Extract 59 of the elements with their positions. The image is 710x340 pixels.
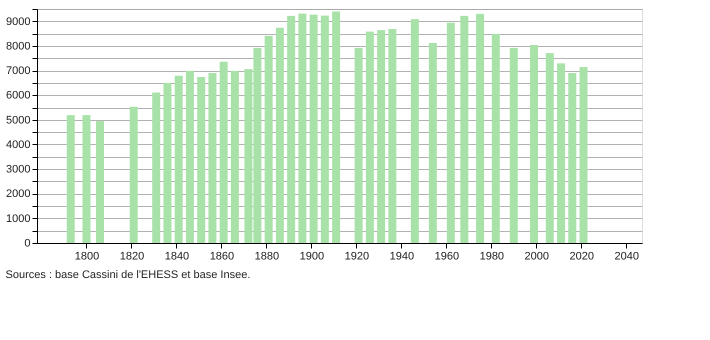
source-note: Sources : base Cassini de l'EHESS et base Insee. (6, 269, 250, 281)
bar (208, 73, 216, 243)
bar (230, 70, 239, 243)
x-tick-label: 2040 (614, 250, 639, 262)
bar (388, 28, 396, 243)
bar (66, 115, 75, 243)
bar (428, 42, 437, 243)
bar (310, 14, 318, 243)
bar (186, 70, 194, 243)
bar (410, 19, 419, 243)
bar (492, 34, 500, 243)
bar (96, 121, 104, 243)
x-tick-label: 1980 (480, 250, 504, 262)
bar (163, 82, 172, 243)
y-tick-label: 9000 (6, 16, 30, 28)
bar (377, 30, 386, 243)
y-tick-label: 4000 (6, 138, 30, 151)
bar (557, 63, 566, 243)
bar (366, 32, 374, 243)
bar (320, 16, 329, 243)
bar (287, 16, 296, 243)
bar (220, 62, 228, 243)
y-tick-label: 0 (24, 238, 30, 250)
x-tick-label: 1820 (120, 250, 144, 262)
y-tick-label: 3000 (6, 164, 30, 176)
x-tick-label: 1880 (254, 250, 280, 262)
bar (510, 48, 518, 243)
x-tick-label: 1940 (390, 250, 414, 262)
bar (354, 48, 363, 243)
bar (130, 106, 138, 243)
bar (332, 11, 340, 243)
bar (580, 67, 588, 243)
x-tick-label: 1960 (434, 250, 460, 262)
y-tick-label: 8000 (6, 40, 30, 52)
bar (174, 76, 183, 243)
bar (476, 14, 484, 243)
x-tick-label: 1800 (74, 250, 100, 262)
x-tick-label: 1840 (164, 250, 190, 262)
bar (568, 73, 576, 243)
bar (152, 92, 160, 243)
y-tick-label: 2000 (6, 188, 30, 200)
bar (446, 22, 455, 243)
bar (264, 36, 273, 243)
bar (276, 28, 284, 243)
bar (530, 44, 538, 243)
bar (460, 16, 468, 243)
y-tick-label: 7000 (6, 65, 30, 78)
x-tick-label: 2020 (570, 250, 594, 262)
bar (197, 76, 206, 243)
x-tick-label: 1920 (344, 250, 370, 262)
bar (298, 14, 306, 243)
x-tick-label: 1900 (300, 250, 324, 262)
bar (82, 115, 90, 243)
y-tick-label: 6000 (6, 90, 30, 102)
x-tick-label: 2000 (524, 250, 550, 262)
bar (546, 53, 554, 243)
y-tick-label: 1000 (6, 212, 30, 225)
y-tick-label: 5000 (6, 114, 30, 126)
x-tick-label: 1860 (210, 250, 234, 262)
